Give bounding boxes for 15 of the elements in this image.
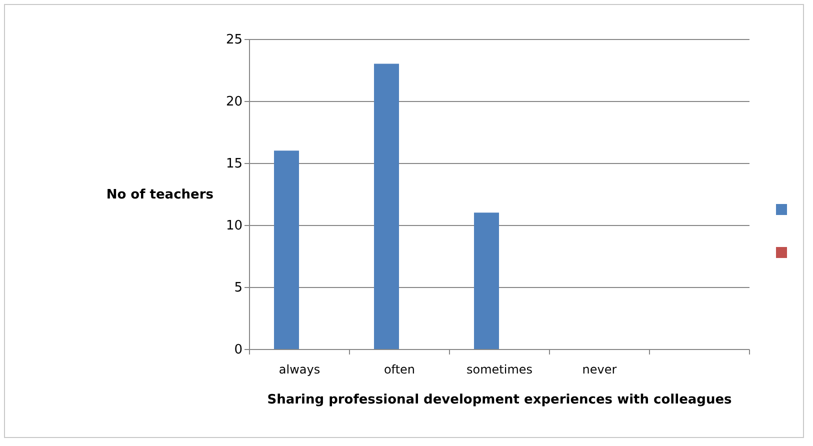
y-tick-label: 15 bbox=[226, 156, 242, 172]
bar bbox=[474, 212, 499, 349]
y-tick-label: 0 bbox=[234, 342, 242, 358]
x-tick-label: always bbox=[278, 362, 320, 376]
bar bbox=[274, 150, 299, 349]
x-axis-title: Sharing professional development experiences with colleagues bbox=[267, 392, 732, 408]
x-tick-label: sometimes bbox=[466, 362, 533, 376]
x-tick-label: often bbox=[384, 362, 416, 376]
x-tick-label: never bbox=[582, 362, 617, 376]
y-tick-label: 20 bbox=[226, 94, 242, 110]
y-axis-title: No of teachers bbox=[106, 188, 214, 202]
bar bbox=[374, 64, 399, 349]
y-tick-label: 25 bbox=[226, 32, 242, 48]
y-tick-label: 10 bbox=[226, 218, 242, 234]
y-tick-label: 5 bbox=[234, 280, 242, 296]
